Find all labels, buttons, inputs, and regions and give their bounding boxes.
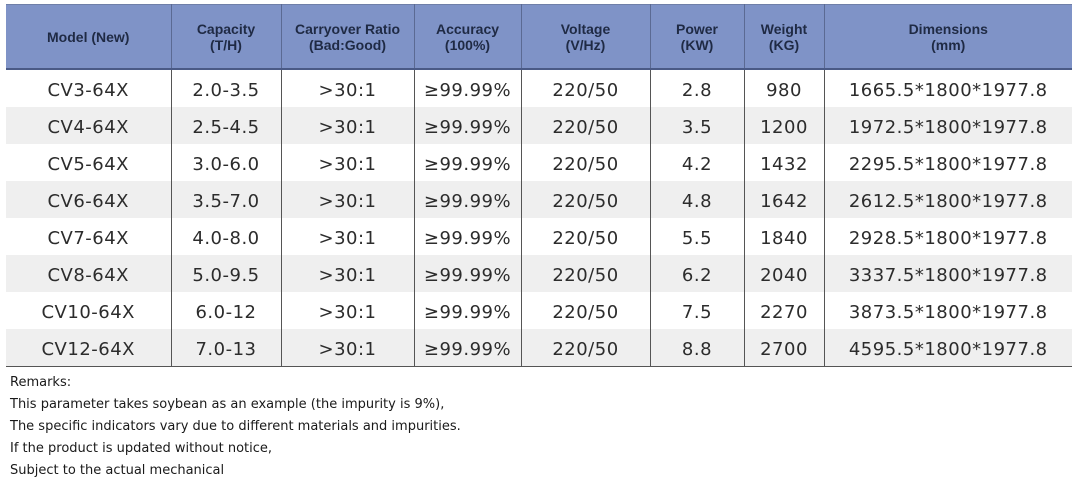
header-capacity: Capacity (T/H): [170, 4, 281, 70]
cell-power: 2.8: [649, 69, 744, 107]
table-row: CV12-64X 7.0-13 >30:1 ≥99.99% 220/50 8.8…: [6, 329, 1072, 367]
cell-capacity: 6.0-12: [170, 292, 281, 329]
cell-weight: 1200: [743, 107, 824, 144]
cell-dimensions: 2612.5*1800*1977.8: [823, 181, 1072, 218]
cell-accuracy: ≥99.99%: [413, 292, 521, 329]
cell-capacity: 7.0-13: [170, 329, 281, 367]
cell-carryover-ratio: >30:1: [280, 329, 414, 367]
cell-model: CV8-64X: [6, 255, 171, 292]
cell-voltage: 220/50: [520, 107, 650, 144]
cell-model: CV6-64X: [6, 181, 171, 218]
header-row: Model (New) Capacity (T/H) Carryover Rati…: [6, 4, 1072, 70]
cell-voltage: 220/50: [520, 181, 650, 218]
table-row: CV8-64X 5.0-9.5 >30:1 ≥99.99% 220/50 6.2…: [6, 255, 1072, 292]
cell-accuracy: ≥99.99%: [413, 255, 521, 292]
header-dimensions: Dimensions (mm): [823, 4, 1072, 70]
cell-power: 8.8: [649, 329, 744, 367]
table-row: CV6-64X 3.5-7.0 >30:1 ≥99.99% 220/50 4.8…: [6, 181, 1072, 218]
table-row: CV10-64X 6.0-12 >30:1 ≥99.99% 220/50 7.5…: [6, 292, 1072, 329]
cell-model: CV5-64X: [6, 144, 171, 181]
table-row: CV4-64X 2.5-4.5 >30:1 ≥99.99% 220/50 3.5…: [6, 107, 1072, 144]
cell-accuracy: ≥99.99%: [413, 107, 521, 144]
cell-capacity: 3.5-7.0: [170, 181, 281, 218]
cell-power: 6.2: [649, 255, 744, 292]
cell-dimensions: 2928.5*1800*1977.8: [823, 218, 1072, 255]
cell-carryover-ratio: >30:1: [280, 69, 414, 107]
cell-weight: 2270: [743, 292, 824, 329]
cell-model: CV3-64X: [6, 69, 171, 107]
cell-carryover-ratio: >30:1: [280, 107, 414, 144]
remarks-line: The specific indicators vary due to diff…: [10, 419, 461, 434]
cell-power: 3.5: [649, 107, 744, 144]
cell-accuracy: ≥99.99%: [413, 144, 521, 181]
cell-accuracy: ≥99.99%: [413, 218, 521, 255]
cell-weight: 1840: [743, 218, 824, 255]
cell-accuracy: ≥99.99%: [413, 329, 521, 367]
cell-capacity: 3.0-6.0: [170, 144, 281, 181]
remarks-line: Subject to the actual mechanical: [10, 463, 225, 478]
cell-model: CV4-64X: [6, 107, 171, 144]
cell-model: CV7-64X: [6, 218, 171, 255]
cell-capacity: 2.5-4.5: [170, 107, 281, 144]
cell-power: 7.5: [649, 292, 744, 329]
header-weight: Weight (KG): [743, 4, 824, 70]
cell-model: CV12-64X: [6, 329, 171, 367]
cell-carryover-ratio: >30:1: [280, 292, 414, 329]
remarks-line: This parameter takes soybean as an examp…: [10, 397, 445, 412]
cell-voltage: 220/50: [520, 69, 650, 107]
remarks-line: If the product is updated without notice…: [10, 441, 273, 456]
cell-capacity: 4.0-8.0: [170, 218, 281, 255]
cell-dimensions: 4595.5*1800*1977.8: [823, 329, 1072, 367]
header-voltage: Voltage (V/Hz): [520, 4, 650, 70]
cell-weight: 2700: [743, 329, 824, 367]
cell-voltage: 220/50: [520, 144, 650, 181]
header-accuracy: Accuracy (100%): [413, 4, 521, 70]
cell-weight: 980: [743, 69, 824, 107]
cell-carryover-ratio: >30:1: [280, 218, 414, 255]
cell-dimensions: 1665.5*1800*1977.8: [823, 69, 1072, 107]
table-body: CV3-64X 2.0-3.5 >30:1 ≥99.99% 220/50 2.8…: [6, 69, 1072, 367]
remarks-heading: Remarks:: [10, 375, 72, 390]
cell-dimensions: 1972.5*1800*1977.8: [823, 107, 1072, 144]
header-power: Power (KW): [649, 4, 744, 70]
cell-dimensions: 2295.5*1800*1977.8: [823, 144, 1072, 181]
cell-capacity: 5.0-9.5: [170, 255, 281, 292]
header-carryover-ratio: Carryover Ratio (Bad:Good): [280, 4, 414, 70]
spec-table: Model (New) Capacity (T/H) Carryover Rati…: [6, 4, 1072, 367]
cell-carryover-ratio: >30:1: [280, 181, 414, 218]
table-row: CV7-64X 4.0-8.0 >30:1 ≥99.99% 220/50 5.5…: [6, 218, 1072, 255]
header-model: Model (New): [6, 4, 171, 70]
cell-weight: 1432: [743, 144, 824, 181]
cell-accuracy: ≥99.99%: [413, 69, 521, 107]
cell-accuracy: ≥99.99%: [413, 181, 521, 218]
cell-voltage: 220/50: [520, 218, 650, 255]
cell-voltage: 220/50: [520, 255, 650, 292]
cell-dimensions: 3873.5*1800*1977.8: [823, 292, 1072, 329]
cell-carryover-ratio: >30:1: [280, 144, 414, 181]
table-row: CV3-64X 2.0-3.5 >30:1 ≥99.99% 220/50 2.8…: [6, 69, 1072, 107]
cell-power: 4.8: [649, 181, 744, 218]
table-row: CV5-64X 3.0-6.0 >30:1 ≥99.99% 220/50 4.2…: [6, 144, 1072, 181]
cell-model: CV10-64X: [6, 292, 171, 329]
cell-weight: 2040: [743, 255, 824, 292]
cell-dimensions: 3337.5*1800*1977.8: [823, 255, 1072, 292]
cell-voltage: 220/50: [520, 329, 650, 367]
cell-capacity: 2.0-3.5: [170, 69, 281, 107]
cell-carryover-ratio: >30:1: [280, 255, 414, 292]
remarks: Remarks: This parameter takes soybean as…: [10, 372, 461, 482]
cell-power: 5.5: [649, 218, 744, 255]
cell-power: 4.2: [649, 144, 744, 181]
cell-voltage: 220/50: [520, 292, 650, 329]
cell-weight: 1642: [743, 181, 824, 218]
